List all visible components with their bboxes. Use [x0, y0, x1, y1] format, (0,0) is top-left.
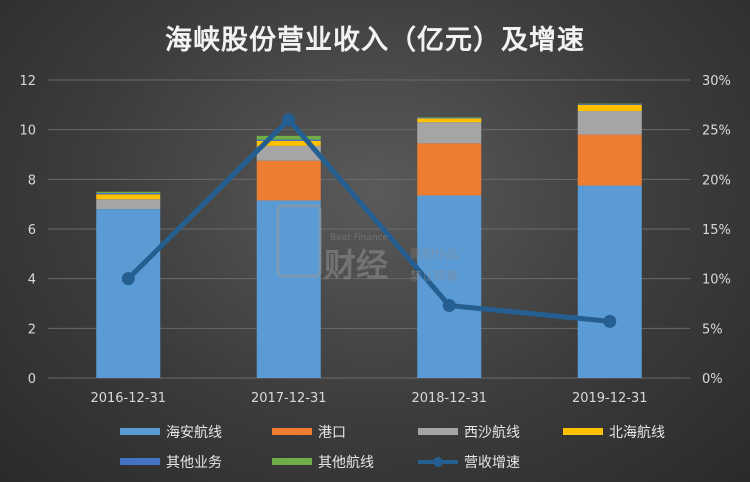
- legend-label: 西沙航线: [464, 425, 520, 441]
- x-tick-label: 2019-12-31: [572, 391, 648, 406]
- bar-segment: [577, 103, 642, 105]
- x-tick-label: 2018-12-31: [411, 391, 487, 406]
- y-tick-label: 12: [19, 74, 36, 89]
- legend-label: 其他业务: [166, 455, 222, 471]
- bar-segment: [96, 209, 161, 378]
- legend-swatch: [272, 458, 312, 465]
- watermark: 财经 原创作品 禁止转载 Beat Finance: [276, 204, 458, 284]
- y2-tick-label: 5%: [702, 322, 723, 337]
- legend-swatch: [120, 458, 160, 465]
- bar-segment: [96, 192, 161, 195]
- y2-axis-ticks: 0% 5% 10% 15% 20% 25% 30%: [702, 74, 731, 387]
- bar-segment: [577, 111, 642, 135]
- watermark-en: Beat Finance: [330, 233, 389, 243]
- legend-swatch: [272, 428, 312, 435]
- y-tick-label: 8: [28, 173, 36, 188]
- bar-segment: [96, 194, 161, 200]
- bar-segment: [256, 160, 321, 201]
- y-axis-ticks: 0 2 4 6 8 10 12: [19, 74, 36, 387]
- y2-tick-label: 15%: [702, 223, 731, 238]
- bar-segment: [417, 122, 482, 144]
- watermark-line-2: 禁止转载: [410, 268, 458, 283]
- legend-label: 营收增速: [464, 455, 520, 471]
- legend-swatch: [563, 428, 603, 435]
- growth-point: [603, 314, 617, 328]
- line-layer: [121, 113, 617, 328]
- bar-segment: [417, 117, 482, 119]
- bar-layer: [96, 103, 642, 378]
- bar-segment: [256, 139, 321, 141]
- bar-segment: [417, 195, 482, 378]
- y2-tick-label: 30%: [702, 74, 731, 89]
- bar-segment: [256, 135, 321, 140]
- bar-segment: [256, 200, 321, 378]
- bar-segment: [577, 185, 642, 378]
- bar-segment: [96, 199, 161, 210]
- bar-segment: [417, 117, 482, 118]
- watermark-logo: [276, 204, 322, 278]
- bar-segment: [417, 118, 482, 123]
- watermark-line-1: 原创作品: [410, 247, 458, 261]
- legend-label: 北海航线: [609, 425, 665, 441]
- y-tick-label: 0: [28, 372, 36, 387]
- y-tick-label: 10: [19, 124, 36, 139]
- x-tick-label: 2016-12-31: [90, 391, 166, 406]
- bar-segment: [256, 145, 321, 161]
- bar-segment: [577, 104, 642, 112]
- growth-point: [282, 113, 296, 127]
- chart-title: 海峡股份营业收入（亿元）及增速: [165, 25, 585, 56]
- watermark-brand: 财经: [324, 246, 388, 284]
- bar-segment: [577, 104, 642, 105]
- bar-segment: [417, 143, 482, 196]
- y2-tick-label: 0%: [702, 372, 723, 387]
- bar-segment: [577, 134, 642, 186]
- y2-tick-label: 10%: [702, 273, 731, 288]
- y-tick-label: 4: [28, 273, 36, 288]
- bar-segment: [96, 191, 161, 193]
- y2-tick-label: 20%: [702, 173, 731, 188]
- y-tick-label: 2: [28, 322, 36, 337]
- legend-swatch: [120, 428, 160, 435]
- legend-swatch-marker: [433, 457, 443, 467]
- growth-point: [442, 298, 456, 312]
- legend-swatch: [418, 428, 458, 435]
- growth-point: [121, 272, 135, 286]
- legend-label: 港口: [318, 425, 346, 441]
- legend-label: 其他航线: [318, 455, 374, 471]
- legend-label: 海安航线: [166, 425, 222, 441]
- bar-segment: [256, 140, 321, 146]
- growth-line: [126, 117, 610, 324]
- y2-tick-label: 25%: [702, 124, 731, 139]
- x-axis-ticks: 2016-12-31 2017-12-31 2018-12-31 2019-12-31: [90, 391, 647, 406]
- x-tick-label: 2017-12-31: [251, 391, 327, 406]
- y-tick-label: 6: [28, 223, 36, 238]
